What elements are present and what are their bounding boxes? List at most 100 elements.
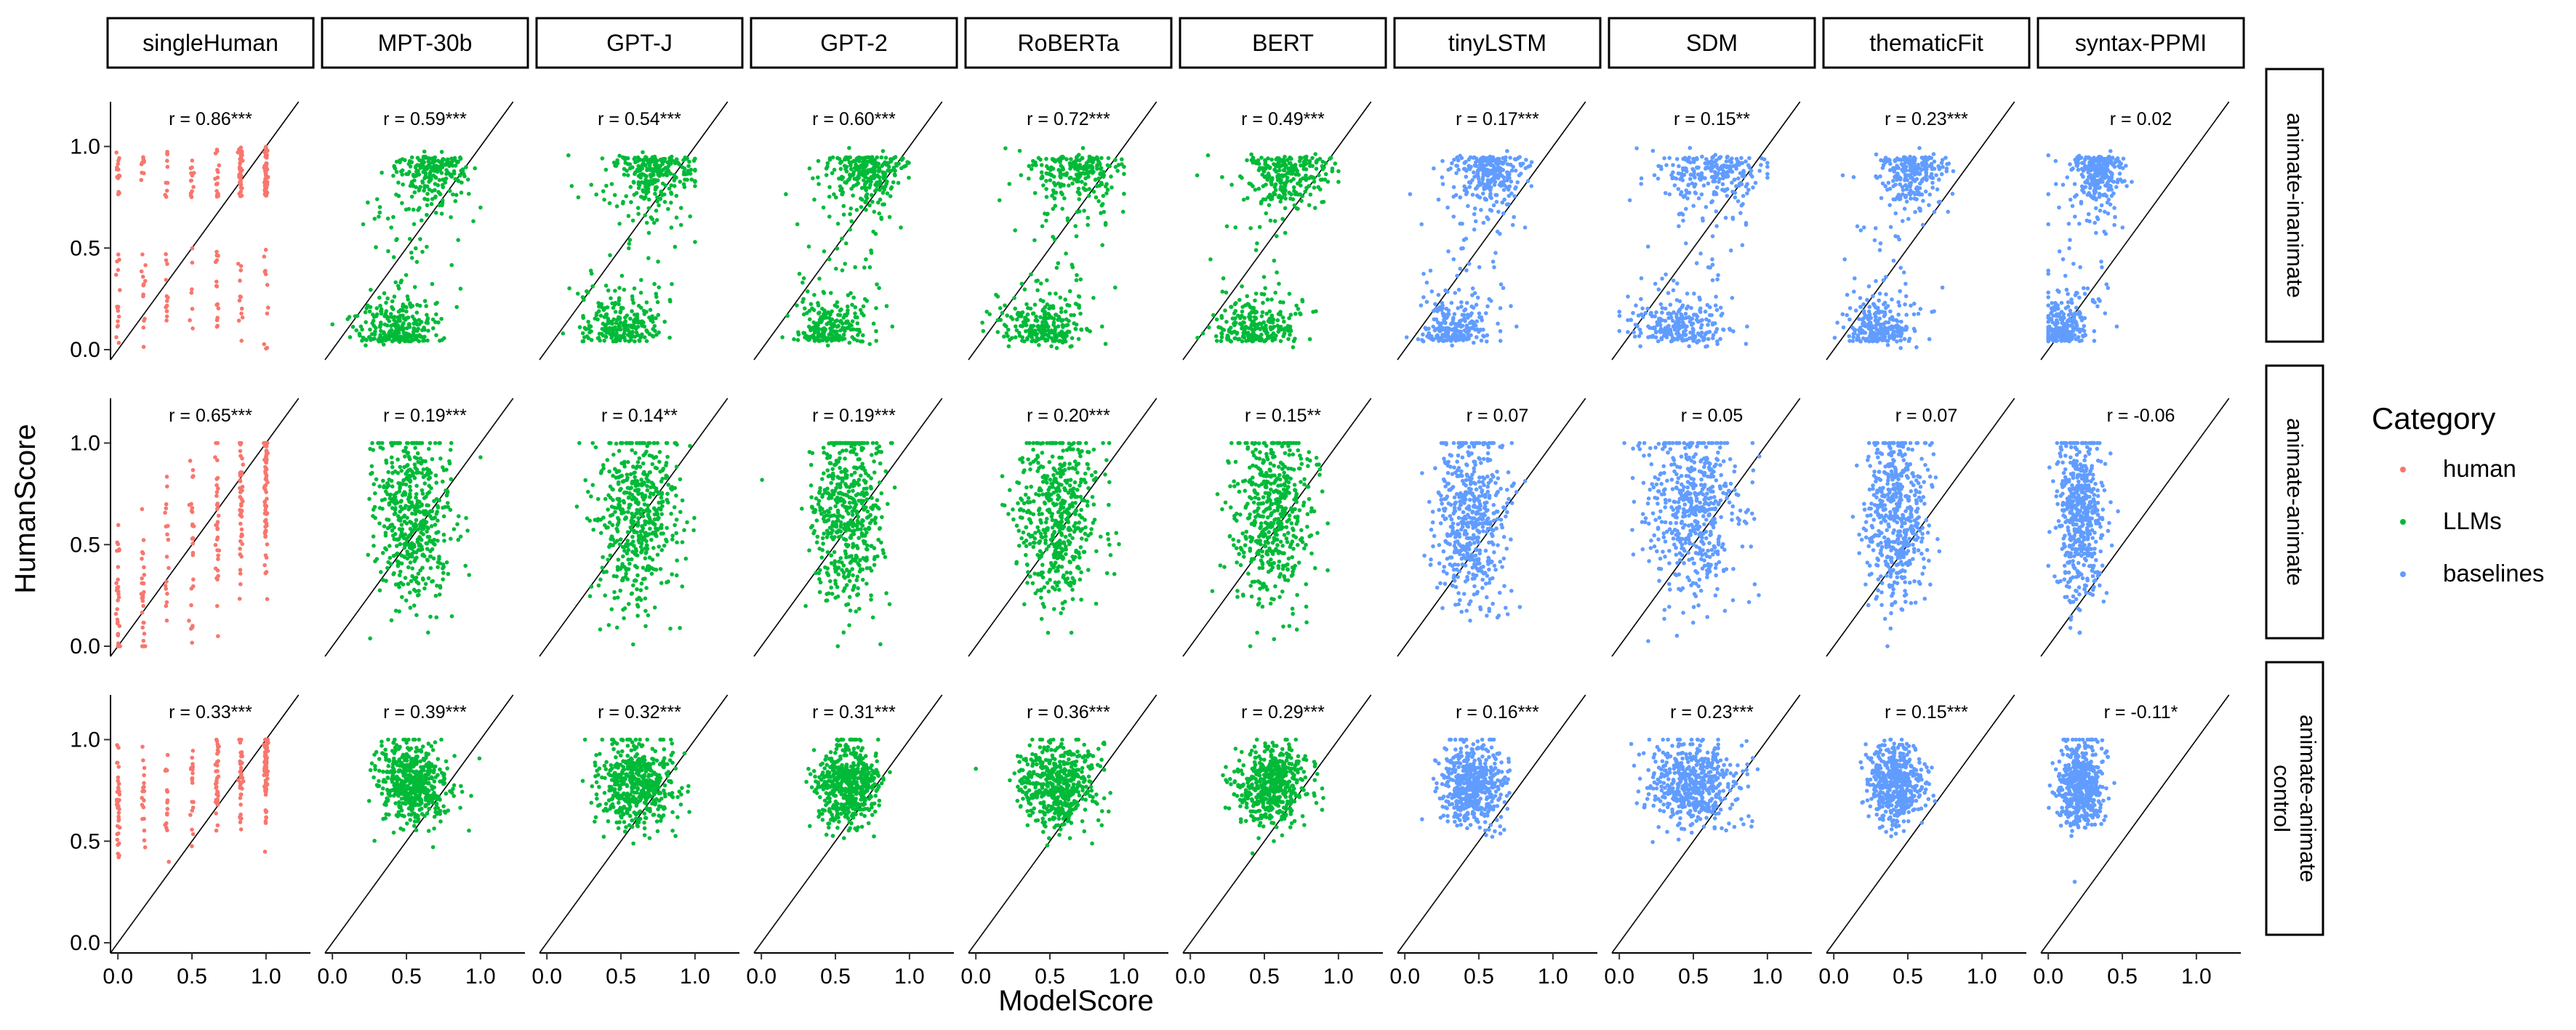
data-point bbox=[1224, 290, 1229, 295]
data-point bbox=[1515, 180, 1520, 185]
data-point bbox=[2083, 333, 2087, 338]
correlation-label: r = 0.54*** bbox=[598, 109, 681, 129]
data-point bbox=[1745, 324, 1749, 329]
data-point bbox=[1445, 289, 1450, 294]
data-point bbox=[1073, 326, 1078, 331]
data-point bbox=[1638, 344, 1642, 349]
data-point bbox=[1916, 311, 1921, 316]
data-point bbox=[364, 343, 368, 348]
data-point bbox=[1641, 315, 1645, 320]
data-point bbox=[588, 268, 593, 273]
data-point bbox=[843, 262, 847, 266]
data-point bbox=[1617, 329, 1621, 334]
data-point bbox=[1700, 318, 1704, 323]
data-point bbox=[654, 294, 659, 299]
data-point bbox=[867, 342, 872, 347]
data-point bbox=[420, 179, 425, 184]
data-point bbox=[1432, 317, 1437, 322]
data-point bbox=[597, 309, 601, 313]
data-point bbox=[892, 172, 897, 177]
data-point bbox=[1878, 241, 1883, 246]
data-point bbox=[401, 313, 405, 318]
data-point bbox=[861, 304, 866, 309]
data-point bbox=[1044, 179, 1048, 183]
data-point bbox=[1280, 174, 1285, 179]
data-point bbox=[1310, 156, 1315, 161]
data-point bbox=[414, 246, 418, 251]
data-point bbox=[855, 321, 860, 326]
data-point bbox=[1259, 201, 1264, 206]
data-point bbox=[407, 332, 412, 337]
data-point bbox=[1903, 195, 1908, 200]
data-point bbox=[422, 169, 427, 173]
data-point bbox=[848, 206, 854, 211]
data-point bbox=[613, 310, 618, 314]
data-point bbox=[396, 180, 401, 185]
data-point bbox=[1466, 332, 1470, 337]
data-point bbox=[424, 321, 429, 325]
data-point bbox=[2106, 197, 2111, 202]
data-point bbox=[1924, 173, 1929, 178]
data-point bbox=[2063, 273, 2068, 278]
data-point bbox=[1248, 182, 1253, 186]
data-point bbox=[1086, 215, 1091, 220]
data-point bbox=[214, 194, 220, 199]
data-point bbox=[653, 158, 657, 162]
data-point bbox=[1007, 182, 1012, 186]
data-point bbox=[411, 332, 416, 337]
data-point bbox=[604, 183, 609, 188]
data-point bbox=[613, 289, 617, 293]
data-point bbox=[1888, 309, 1893, 314]
data-point bbox=[1030, 331, 1035, 337]
data-point bbox=[2120, 225, 2125, 230]
data-point bbox=[431, 326, 436, 331]
data-point bbox=[1914, 197, 1919, 202]
data-point bbox=[2106, 175, 2111, 180]
data-point bbox=[1481, 220, 1486, 225]
data-point bbox=[214, 302, 219, 307]
data-point bbox=[1923, 155, 1928, 160]
data-point bbox=[364, 306, 369, 310]
data-point bbox=[630, 218, 635, 223]
data-point bbox=[1272, 219, 1277, 223]
data-point bbox=[238, 161, 242, 166]
data-point bbox=[824, 173, 829, 177]
data-point bbox=[1882, 310, 1887, 315]
data-point bbox=[1472, 155, 1477, 160]
data-point bbox=[1912, 329, 1917, 334]
data-point bbox=[638, 305, 643, 310]
data-point bbox=[1300, 297, 1304, 302]
data-point bbox=[417, 303, 422, 308]
data-point bbox=[1281, 168, 1286, 172]
data-point bbox=[2073, 293, 2078, 297]
data-point bbox=[1488, 172, 1493, 176]
data-point bbox=[795, 338, 801, 342]
data-point bbox=[1470, 286, 1475, 291]
data-point bbox=[1734, 163, 1738, 167]
data-point bbox=[840, 326, 845, 331]
data-point bbox=[1279, 196, 1283, 201]
data-point bbox=[1333, 161, 1338, 166]
data-point bbox=[1463, 307, 1468, 312]
data-point bbox=[1103, 221, 1108, 225]
data-point bbox=[870, 161, 875, 166]
data-point bbox=[830, 317, 835, 322]
data-point bbox=[624, 194, 628, 198]
data-point bbox=[2113, 214, 2117, 220]
data-point bbox=[881, 173, 886, 178]
data-point bbox=[887, 214, 892, 220]
data-point bbox=[644, 191, 649, 196]
data-point bbox=[1874, 310, 1879, 315]
data-point bbox=[1885, 188, 1890, 192]
data-point bbox=[1898, 265, 1903, 270]
data-point bbox=[263, 182, 268, 188]
data-point bbox=[1070, 181, 1075, 186]
data-point bbox=[1035, 318, 1040, 323]
data-point bbox=[1675, 281, 1680, 286]
data-point bbox=[1706, 318, 1712, 323]
data-point bbox=[816, 338, 821, 343]
data-point bbox=[1656, 176, 1661, 181]
data-point bbox=[1099, 180, 1104, 185]
data-point bbox=[449, 215, 453, 220]
data-point bbox=[1448, 322, 1453, 326]
